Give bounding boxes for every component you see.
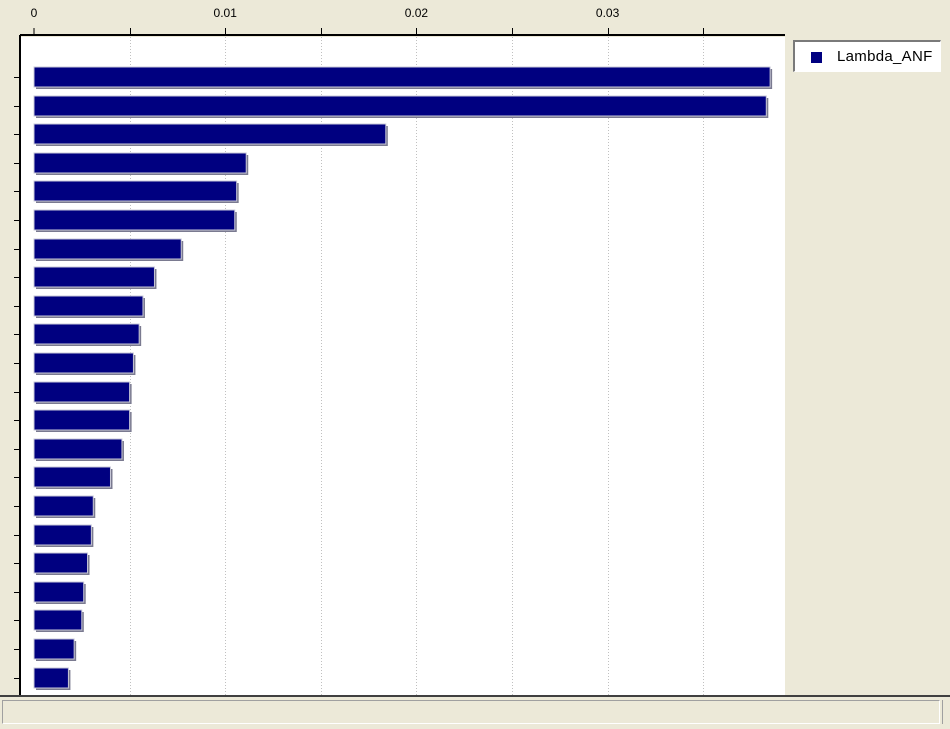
status-panel xyxy=(2,700,940,724)
bar xyxy=(33,238,182,260)
legend: Lambda_ANF xyxy=(793,40,941,72)
legend-label: Lambda_ANF xyxy=(837,48,933,65)
bar xyxy=(33,609,83,631)
bar xyxy=(33,524,92,546)
bar xyxy=(33,552,89,574)
legend-swatch xyxy=(811,52,822,63)
bar xyxy=(33,95,767,117)
x-tick-label: 0.02 xyxy=(405,6,429,20)
bar xyxy=(33,123,387,145)
bar xyxy=(33,66,771,88)
x-tick-label: 0.01 xyxy=(214,6,238,20)
bar xyxy=(33,209,236,231)
status-grip[interactable] xyxy=(942,700,949,724)
bar xyxy=(33,438,123,460)
bar xyxy=(33,581,85,603)
x-tick-label: 0 xyxy=(31,6,38,20)
bar xyxy=(33,323,140,345)
x-tick-label: 0.03 xyxy=(596,6,620,20)
status-bar xyxy=(0,695,950,729)
bar xyxy=(33,638,75,660)
bar xyxy=(33,667,69,689)
plot-area xyxy=(20,37,785,695)
bar xyxy=(33,352,134,374)
x-axis-ticks: 0 0.01 0.02 0.03 xyxy=(31,6,704,35)
bar xyxy=(33,466,111,488)
bar xyxy=(33,409,131,431)
bar xyxy=(33,295,144,317)
bar xyxy=(33,266,155,288)
bar xyxy=(33,495,94,517)
bars xyxy=(33,66,773,690)
bar xyxy=(33,180,238,202)
bar xyxy=(33,381,131,403)
bar xyxy=(33,152,247,174)
